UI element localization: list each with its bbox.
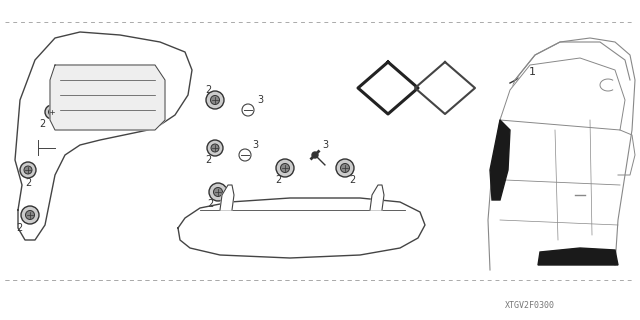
Circle shape <box>207 140 223 156</box>
Circle shape <box>20 162 36 178</box>
Circle shape <box>340 164 349 172</box>
Polygon shape <box>220 185 234 210</box>
Text: 2: 2 <box>207 199 213 209</box>
Polygon shape <box>415 62 475 114</box>
Circle shape <box>211 144 219 152</box>
Text: 2: 2 <box>25 178 31 188</box>
Circle shape <box>280 164 289 172</box>
Text: 2: 2 <box>16 223 22 233</box>
Circle shape <box>209 183 227 201</box>
Text: 2: 2 <box>205 155 211 165</box>
Polygon shape <box>358 62 418 114</box>
Polygon shape <box>538 248 618 265</box>
Polygon shape <box>15 32 192 240</box>
Circle shape <box>214 188 223 196</box>
Polygon shape <box>178 198 425 258</box>
Text: 3: 3 <box>252 140 258 150</box>
Circle shape <box>312 152 318 158</box>
Circle shape <box>336 159 354 177</box>
Circle shape <box>45 105 59 119</box>
Polygon shape <box>500 58 625 130</box>
Text: XTGV2F0300: XTGV2F0300 <box>505 300 555 309</box>
Circle shape <box>206 91 224 109</box>
Text: 2: 2 <box>205 85 211 95</box>
Circle shape <box>276 159 294 177</box>
Circle shape <box>24 166 32 174</box>
Text: 1: 1 <box>529 67 536 77</box>
Text: 3: 3 <box>257 95 263 105</box>
Circle shape <box>49 108 56 116</box>
Text: 2: 2 <box>275 175 281 185</box>
Polygon shape <box>370 185 384 210</box>
Text: 2: 2 <box>349 175 355 185</box>
Text: 3: 3 <box>322 140 328 150</box>
Text: 2: 2 <box>39 119 45 129</box>
Circle shape <box>211 95 220 105</box>
Circle shape <box>21 206 39 224</box>
Polygon shape <box>50 65 165 130</box>
Polygon shape <box>490 120 510 200</box>
Circle shape <box>26 211 35 220</box>
